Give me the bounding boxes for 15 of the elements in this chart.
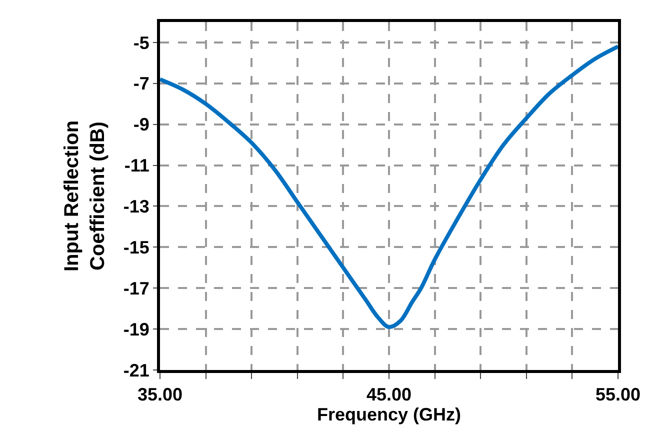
y-tick-label: -9 xyxy=(133,114,150,135)
x-tick-label: 45.00 xyxy=(366,384,412,405)
x-tick-label: 55.00 xyxy=(595,384,641,405)
y-tick-label: -17 xyxy=(123,278,150,298)
line-series xyxy=(160,44,618,330)
y-tick-label: -21 xyxy=(123,360,150,380)
y-tick-label: -19 xyxy=(123,319,150,340)
x-axis-title: Frequency (GHz) xyxy=(316,404,462,425)
y-axis-title: Input Reflection Coefficient (dB) xyxy=(60,120,109,272)
y-tick-label: -15 xyxy=(123,237,150,258)
y-tick-label: -13 xyxy=(123,196,150,217)
x-tick-label: 35.00 xyxy=(137,384,183,405)
y-tick-label: -5 xyxy=(133,32,150,53)
y-tick-label: -11 xyxy=(124,156,150,176)
y-tick-label: -7 xyxy=(133,74,150,94)
